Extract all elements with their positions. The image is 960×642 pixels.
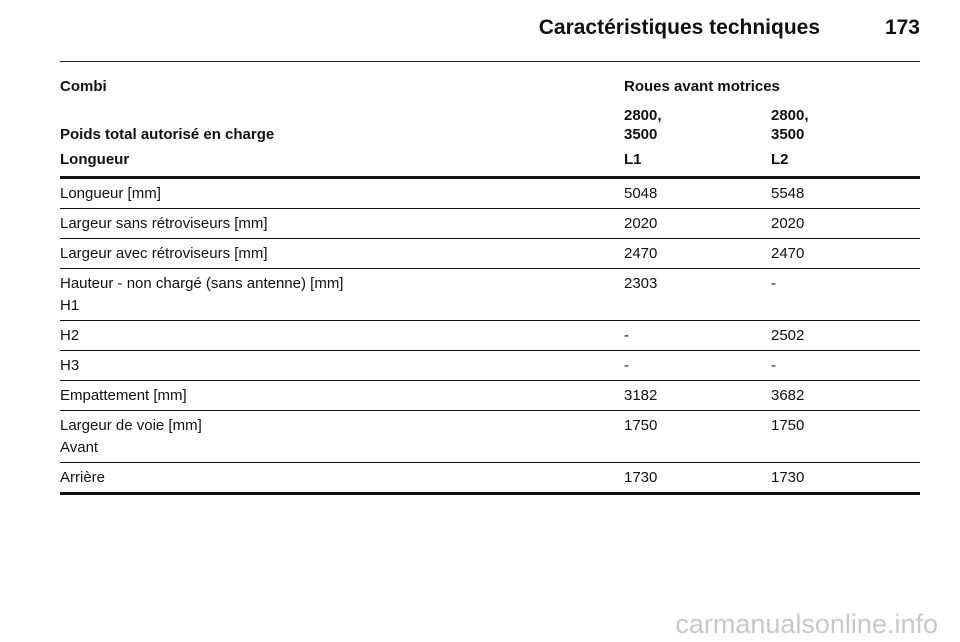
table-cell: Arrière bbox=[60, 462, 624, 495]
table-row: Largeur sans rétroviseurs [mm] 2020 2020 bbox=[60, 208, 920, 239]
table-cell: 5548 bbox=[771, 177, 920, 209]
table-cell: 2020 bbox=[771, 208, 920, 239]
table-row: Empattement [mm] 3182 3682 bbox=[60, 380, 920, 411]
table-row: Arrière 1730 1730 bbox=[60, 462, 920, 495]
table-cell: - bbox=[624, 320, 771, 351]
table-cell: 2020 bbox=[624, 208, 771, 239]
table-row: Largeur de voie [mm] Avant 1750 1750 bbox=[60, 410, 920, 463]
table-cell: 1750 bbox=[624, 410, 771, 463]
table-row: Longueur L1 L2 bbox=[60, 150, 920, 179]
table-row: Combi Roues avant motrices bbox=[60, 78, 920, 106]
table-cell: Roues avant motrices bbox=[624, 78, 780, 95]
header-rule bbox=[60, 61, 920, 62]
table-cell: 2470 bbox=[624, 238, 771, 269]
table-cell: H3 bbox=[60, 350, 624, 381]
table-row: Poids total autorisé en charge 2800, 3500… bbox=[60, 106, 920, 150]
table-cell: 2800, 3500 bbox=[771, 107, 809, 143]
table-cell: - bbox=[771, 268, 920, 321]
spec-table: Combi Roues avant motrices Poids total aut… bbox=[60, 78, 920, 495]
table-cell: - bbox=[771, 350, 920, 381]
table-cell: Hauteur - non chargé (sans antenne) [mm]… bbox=[60, 268, 624, 321]
table-cell: - bbox=[624, 350, 771, 381]
table-cell: Largeur avec rétroviseurs [mm] bbox=[60, 238, 624, 269]
table-cell: 1730 bbox=[771, 462, 920, 495]
table-cell: 2470 bbox=[771, 238, 920, 269]
table-cell: 3682 bbox=[771, 380, 920, 411]
table-cell: 2800, 3500 bbox=[624, 107, 662, 143]
table-cell: Combi bbox=[60, 78, 107, 95]
table-row: Hauteur - non chargé (sans antenne) [mm]… bbox=[60, 268, 920, 321]
page-number: 173 bbox=[884, 16, 920, 39]
table-cell: L2 bbox=[771, 150, 920, 179]
table-cell: 1750 bbox=[771, 410, 920, 463]
page-title: Caractéristiques techniques bbox=[538, 16, 820, 39]
table-cell: Longueur [mm] bbox=[60, 177, 624, 209]
table-cell: Longueur bbox=[60, 150, 624, 179]
table-cell: Poids total autorisé en charge bbox=[60, 126, 275, 143]
table-row: Largeur avec rétroviseurs [mm] 2470 2470 bbox=[60, 238, 920, 269]
table-cell: 5048 bbox=[624, 177, 771, 209]
table-row: H3- - bbox=[60, 350, 920, 381]
table-cell: H2 bbox=[60, 320, 624, 351]
table-cell: Empattement [mm] bbox=[60, 380, 624, 411]
table-row: H2-2502 bbox=[60, 320, 920, 351]
table-cell: 1730 bbox=[624, 462, 771, 495]
table-cell: Largeur sans rétroviseurs [mm] bbox=[60, 208, 624, 239]
table-cell: 3182 bbox=[624, 380, 771, 411]
table-cell: 2502 bbox=[771, 320, 920, 351]
table-cell: Largeur de voie [mm] Avant bbox=[60, 410, 624, 463]
table-cell: L1 bbox=[624, 150, 771, 179]
watermark: carmanualsonline.info bbox=[675, 609, 938, 639]
table-cell: 2303 bbox=[624, 268, 771, 321]
table-row: Longueur [mm] 5048 5548 bbox=[60, 177, 920, 209]
